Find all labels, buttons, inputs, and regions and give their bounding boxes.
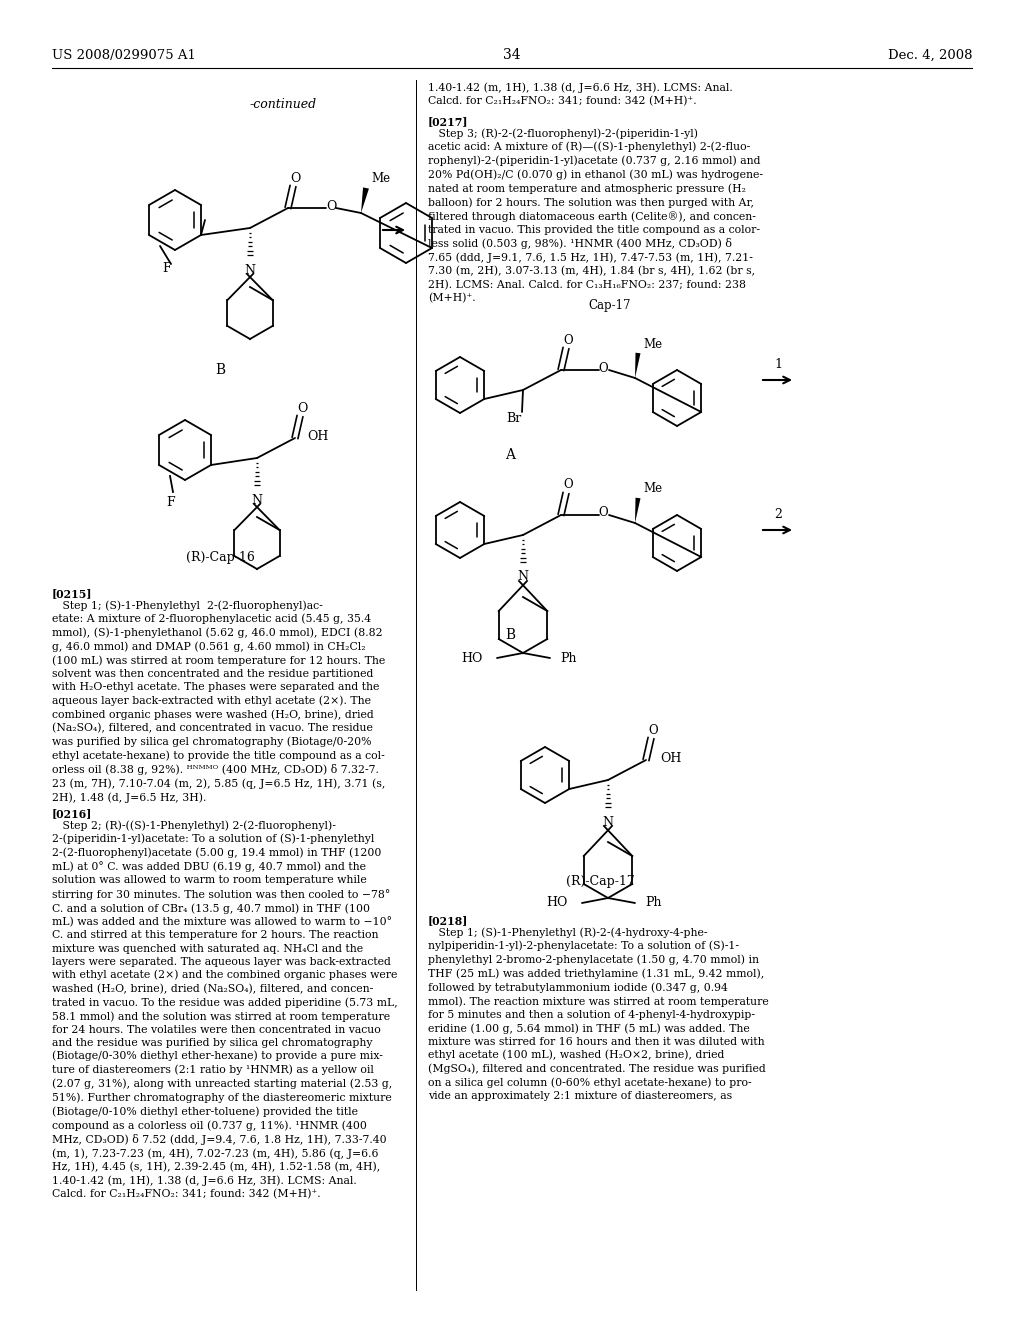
Text: O: O <box>598 507 608 520</box>
Text: HO: HO <box>547 896 568 909</box>
Text: Me: Me <box>643 483 663 495</box>
Text: Step 1; (S)-1-Phenylethyl (R)-2-(4-hydroxy-4-phe-
nylpiperidin-1-yl)-2-phenylace: Step 1; (S)-1-Phenylethyl (R)-2-(4-hydro… <box>428 927 769 1101</box>
Text: B: B <box>505 628 515 642</box>
Text: [0217]: [0217] <box>428 116 469 127</box>
Text: US 2008/0299075 A1: US 2008/0299075 A1 <box>52 49 196 62</box>
Text: N: N <box>252 494 262 507</box>
Text: -continued: -continued <box>250 99 317 111</box>
Text: Ph: Ph <box>645 896 662 909</box>
Text: (R)-Cap-17: (R)-Cap-17 <box>565 875 635 888</box>
Text: A: A <box>505 447 515 462</box>
Text: Step 2; (R)-((S)-1-Phenylethyl) 2-(2-fluorophenyl)-
2-(piperidin-1-yl)acetate: T: Step 2; (R)-((S)-1-Phenylethyl) 2-(2-flu… <box>52 820 397 1200</box>
Text: [0216]: [0216] <box>52 808 92 818</box>
Text: N: N <box>245 264 256 276</box>
Text: (R)-Cap-16: (R)-Cap-16 <box>185 552 254 565</box>
Text: Dec. 4, 2008: Dec. 4, 2008 <box>888 49 972 62</box>
Text: OH: OH <box>307 429 329 442</box>
Polygon shape <box>361 187 369 213</box>
Text: [0218]: [0218] <box>428 915 468 927</box>
Text: 2: 2 <box>774 508 782 521</box>
Text: HO: HO <box>462 652 483 664</box>
Text: O: O <box>563 334 572 346</box>
Text: O: O <box>648 723 657 737</box>
Text: Me: Me <box>371 173 390 186</box>
Text: OH: OH <box>660 751 681 764</box>
Text: O: O <box>326 199 336 213</box>
Text: B: B <box>215 363 225 378</box>
Polygon shape <box>635 352 640 378</box>
Text: Br: Br <box>507 412 521 425</box>
Text: O: O <box>598 362 608 375</box>
Text: Step 3; (R)-2-(2-fluorophenyl)-2-(piperidin-1-yl)
acetic acid: A mixture of (R)—: Step 3; (R)-2-(2-fluorophenyl)-2-(piperi… <box>428 128 763 304</box>
Text: Ph: Ph <box>560 652 577 664</box>
Text: Step 1; (S)-1-Phenylethyl  2-(2-fluorophenyl)ac-
etate: A mixture of 2-fluorophe: Step 1; (S)-1-Phenylethyl 2-(2-fluorophe… <box>52 601 385 803</box>
Text: 1.40-1.42 (m, 1H), 1.38 (d, J=6.6 Hz, 3H). LCMS: Anal.
Calcd. for C₂₁H₂₄FNO₂: 34: 1.40-1.42 (m, 1H), 1.38 (d, J=6.6 Hz, 3H… <box>428 82 733 106</box>
Text: 34: 34 <box>503 48 521 62</box>
Text: F: F <box>163 261 171 275</box>
Text: F: F <box>167 495 175 508</box>
Polygon shape <box>635 498 640 523</box>
Text: Me: Me <box>643 338 663 351</box>
Text: N: N <box>517 570 528 583</box>
Text: O: O <box>290 172 300 185</box>
Text: O: O <box>297 401 307 414</box>
Text: Cap-17: Cap-17 <box>589 298 631 312</box>
Text: O: O <box>563 479 572 491</box>
Text: [0215]: [0215] <box>52 587 92 599</box>
Text: 1: 1 <box>774 359 782 371</box>
Text: N: N <box>602 816 613 829</box>
